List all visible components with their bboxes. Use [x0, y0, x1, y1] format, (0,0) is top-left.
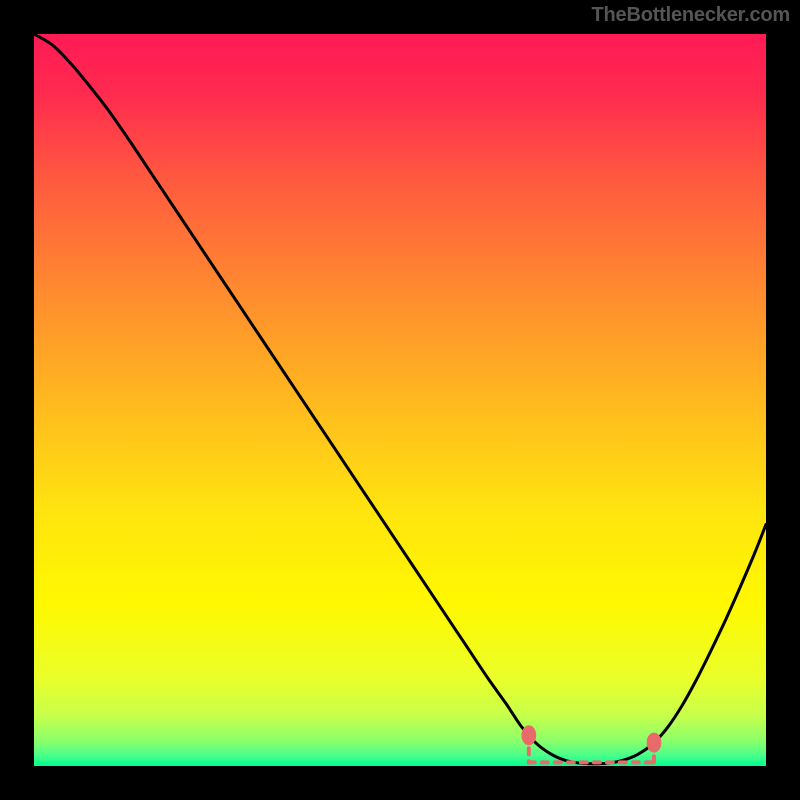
bottleneck-chart: TheBottlenecker.com	[0, 0, 800, 800]
chart-svg	[0, 0, 800, 800]
watermark-text: TheBottlenecker.com	[592, 4, 791, 27]
